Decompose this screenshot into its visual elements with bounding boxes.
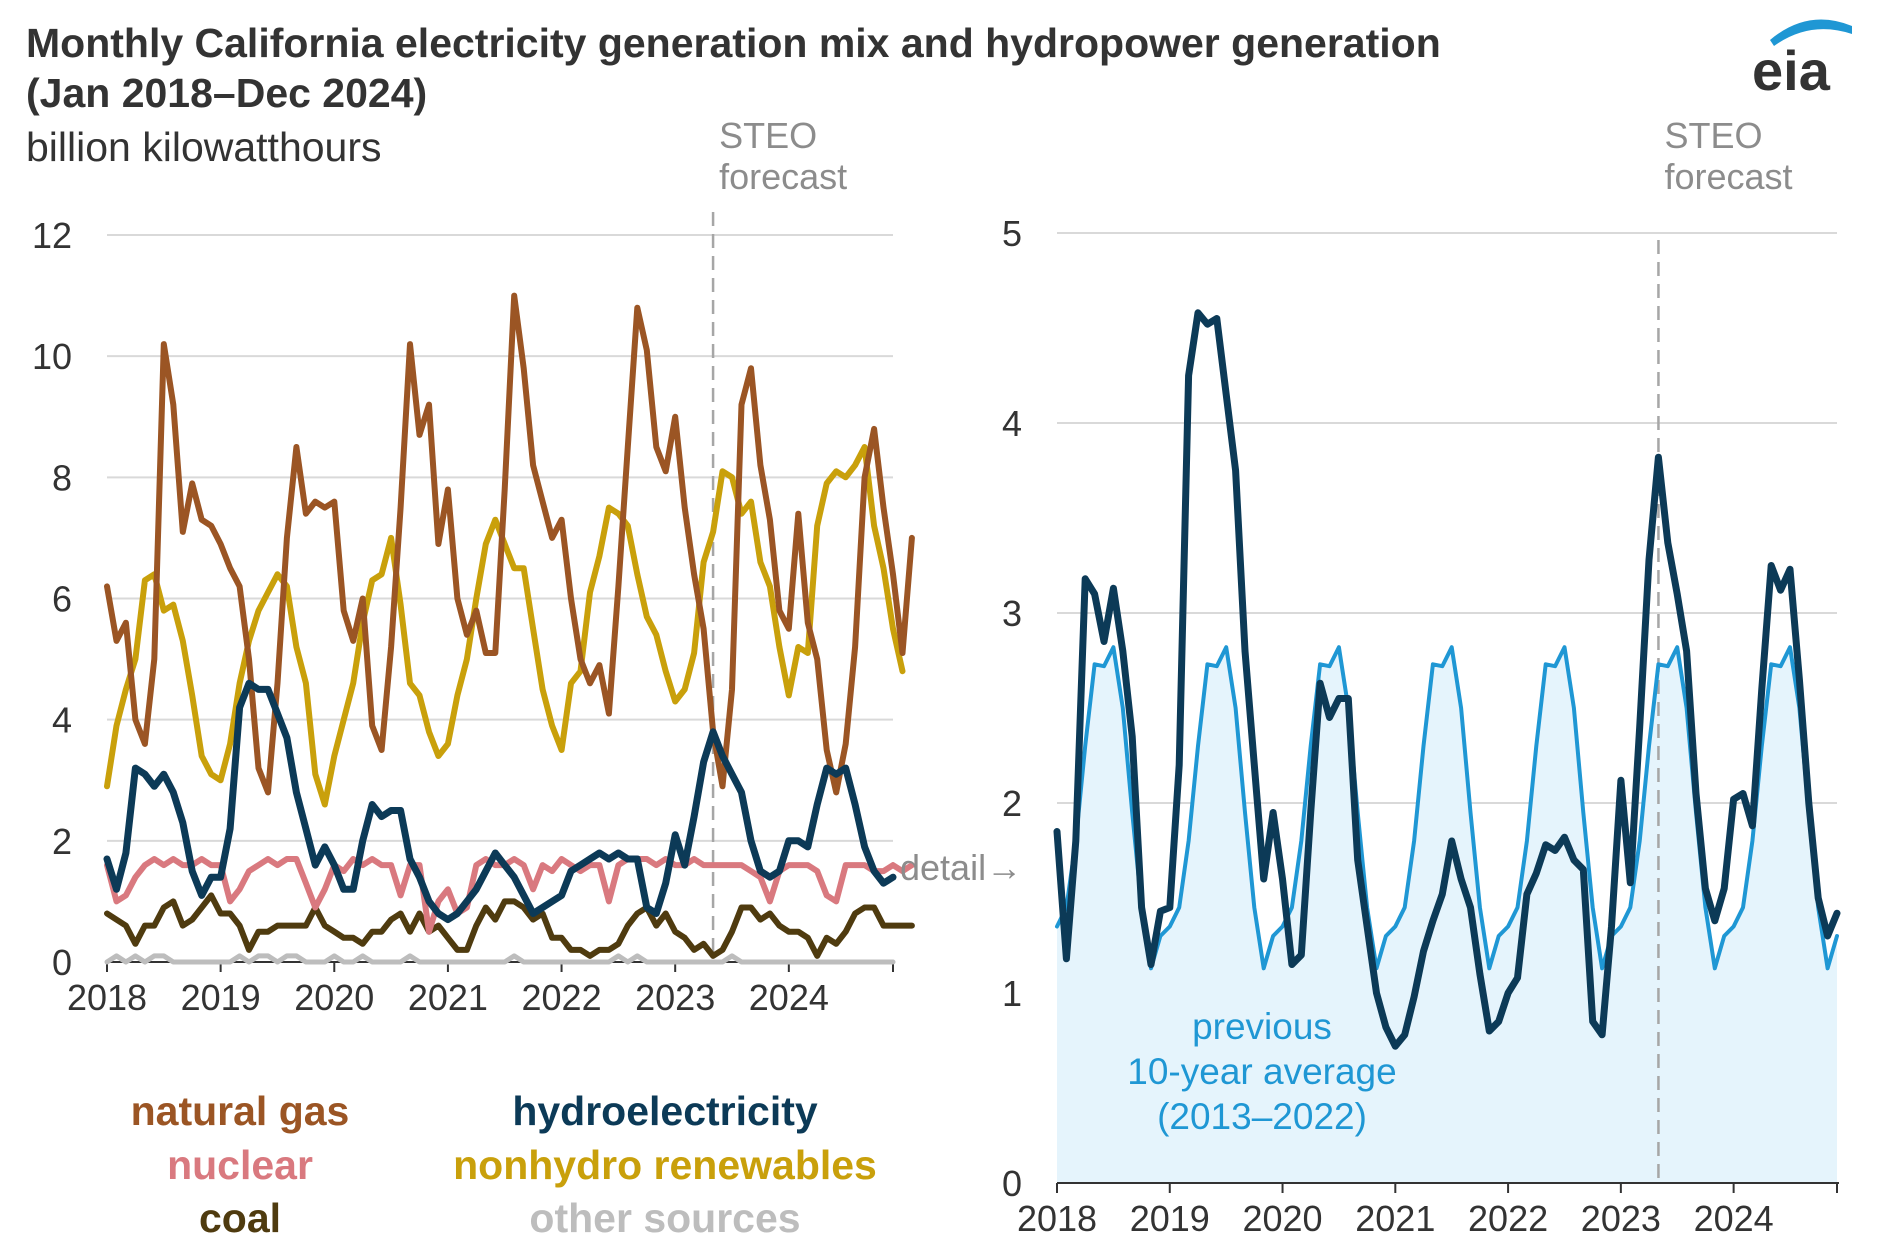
left-forecast-label-2: forecast: [719, 156, 847, 197]
legend-nuclear: nuclear: [167, 1142, 313, 1188]
chart-title: Monthly California electricity generatio…: [26, 18, 1441, 118]
x-tick-label: 2021: [408, 977, 488, 1018]
y-tick-label: 1: [1002, 973, 1022, 1014]
hydroelectricity-line: [1053, 309, 1841, 1050]
eia-logo-text: eia: [1752, 39, 1831, 96]
detail-label: detail→: [900, 847, 1022, 888]
left-forecast-label: STEO: [719, 115, 817, 156]
y-tick-label: 6: [52, 579, 72, 620]
natural-gas-line: [104, 292, 915, 796]
y-tick-label: 4: [1002, 403, 1022, 444]
coal-line: [104, 892, 915, 959]
x-tick-label: 2022: [522, 977, 602, 1018]
x-tick-label: 2019: [1130, 1198, 1210, 1239]
y-tick-label: 5: [1002, 213, 1022, 254]
y-tick-label: 2: [1002, 783, 1022, 824]
average-annotation-line-3: (2013–2022): [1157, 1096, 1367, 1137]
y-tick-label: 2: [52, 821, 72, 862]
x-tick-label: 2018: [1017, 1198, 1097, 1239]
x-tick-label: 2024: [1694, 1198, 1774, 1239]
x-tick-label: 2022: [1468, 1198, 1548, 1239]
x-tick-label: 2024: [749, 977, 829, 1018]
left-x-axis: 2018 2019 2020 2021 2022 2023 2024: [67, 961, 895, 1018]
eia-logo-graphic: eia: [1752, 19, 1852, 102]
y-tick-label: 10: [32, 336, 72, 377]
legend-other-sources: other sources: [529, 1195, 800, 1241]
right-forecast-label: STEO: [1664, 115, 1762, 156]
left-y-tick-labels: 0 2 4 6 8 10 12: [32, 215, 72, 983]
y-tick-label: 4: [52, 700, 72, 741]
x-tick-label: 2020: [1242, 1198, 1322, 1239]
x-tick-label: 2019: [181, 977, 261, 1018]
average-annotation-line-2: 10-year average: [1127, 1051, 1396, 1092]
y-tick-label: 8: [52, 457, 72, 498]
right-series-lines: [1053, 309, 1841, 1050]
left-series-lines: [103, 292, 915, 965]
units-label: billion kilowatthours: [26, 124, 382, 170]
ten-year-average-line: [1055, 645, 1839, 971]
x-tick-label: 2023: [635, 977, 715, 1018]
right-chart: 0 1 2 3 4 5 2018 2019 2020 2021 2022 2023 2024 STEO…: [1002, 115, 1841, 1239]
y-tick-label: 12: [32, 215, 72, 256]
title-line-1: Monthly California electricity generatio…: [26, 20, 1441, 66]
x-tick-label: 2020: [294, 977, 374, 1018]
x-tick-label: 2018: [67, 977, 147, 1018]
x-tick-label: 2021: [1355, 1198, 1435, 1239]
hydroelectricity-line: [103, 679, 897, 924]
legend-natural-gas: natural gas: [131, 1088, 350, 1134]
right-x-axis: 2018 2019 2020 2021 2022 2023 2024: [1017, 1182, 1839, 1239]
right-y-tick-labels: 0 1 2 3 4 5: [1002, 213, 1022, 1204]
y-tick-label: 0: [52, 942, 72, 983]
other-sources-line: [104, 953, 896, 965]
average-annotation-line-1: previous: [1192, 1006, 1332, 1047]
eia-logo-swoosh: [1770, 19, 1852, 46]
eia-logo: eia: [1748, 6, 1858, 102]
nonhydro-renewables-line: [104, 444, 906, 808]
ten-year-average-area: [1057, 647, 1837, 1183]
right-forecast-label-2: forecast: [1664, 156, 1792, 197]
y-tick-label: 0: [1002, 1163, 1022, 1204]
y-tick-label: 3: [1002, 593, 1022, 634]
x-tick-label: 2023: [1581, 1198, 1661, 1239]
legend-hydroelectricity: hydroelectricity: [512, 1088, 818, 1134]
legend-coal: coal: [199, 1195, 281, 1241]
title-line-2: (Jan 2018–Dec 2024): [26, 70, 428, 116]
legend-nonhydro-renewables: nonhydro renewables: [453, 1142, 877, 1188]
